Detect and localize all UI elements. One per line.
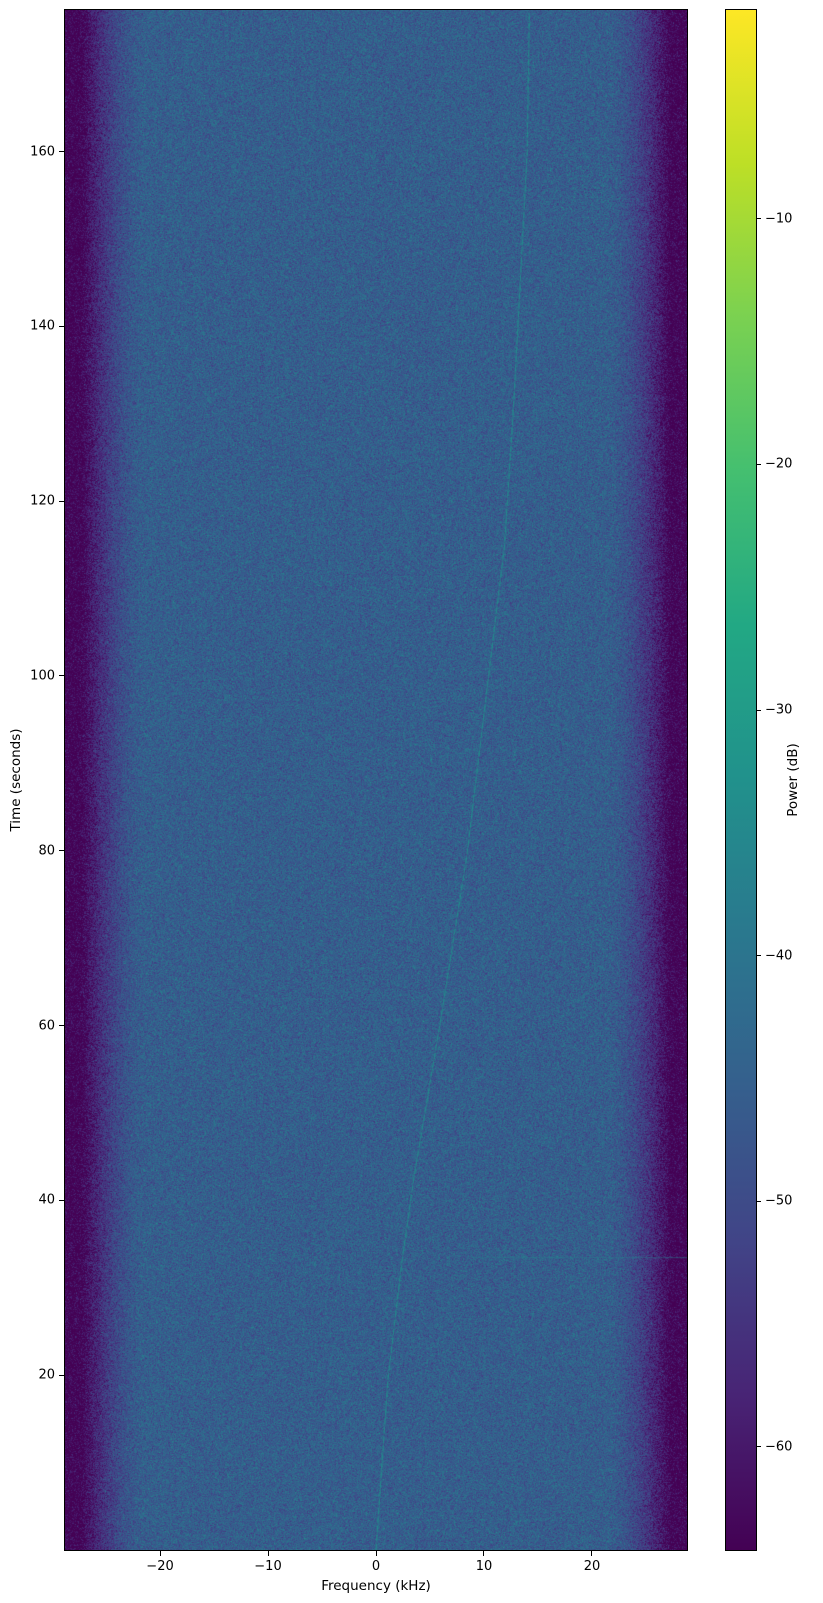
y-tick-label: 140 [30,318,55,334]
y-tick-label: 60 [38,1018,55,1034]
x-tick-mark [591,1551,593,1556]
y-tick-mark [59,850,64,852]
y-tick-label: 160 [30,144,55,160]
x-tick-label: −20 [146,1559,174,1574]
spectrogram-image [65,10,687,1550]
colorbar-tick-label: −20 [765,456,793,472]
colorbar-tick-label: −10 [765,211,793,227]
colorbar-tick-mark [757,1446,761,1448]
x-tick-mark [375,1551,377,1556]
y-tick-label: 120 [30,493,55,509]
colorbar-tick-label: −30 [765,702,793,718]
colorbar-tick-mark [757,709,761,711]
x-tick-mark [159,1551,161,1556]
y-tick-label: 80 [38,843,55,859]
colorbar-tick-mark [757,463,761,465]
y-tick-label: 100 [30,668,55,684]
colorbar-gradient [725,9,757,1551]
colorbar-label: Power (dB) [785,743,801,817]
y-tick-mark [59,500,64,502]
y-tick-label: 20 [38,1367,55,1383]
colorbar-tick-label: −40 [765,948,793,964]
y-tick-label: 40 [38,1192,55,1208]
y-tick-mark [59,675,64,677]
y-tick-mark [59,1199,64,1201]
y-tick-mark [59,151,64,153]
x-axis-label: Frequency (kHz) [321,1578,431,1594]
colorbar-tick-mark [757,218,761,220]
x-tick-label: 20 [583,1559,601,1574]
spectrogram-plot [64,9,688,1551]
y-tick-mark [59,325,64,327]
y-axis-label: Time (seconds) [8,728,24,832]
x-tick-mark [267,1551,269,1556]
x-tick-mark [483,1551,485,1556]
y-tick-mark [59,1025,64,1027]
x-tick-label: 0 [371,1559,381,1574]
x-tick-label: −10 [254,1559,282,1574]
colorbar-tick-label: −50 [765,1193,793,1209]
y-tick-mark [59,1374,64,1376]
colorbar-tick-mark [757,1200,761,1202]
colorbar-tick-label: −60 [765,1439,793,1455]
colorbar-tick-mark [757,955,761,957]
x-tick-label: 10 [475,1559,493,1574]
